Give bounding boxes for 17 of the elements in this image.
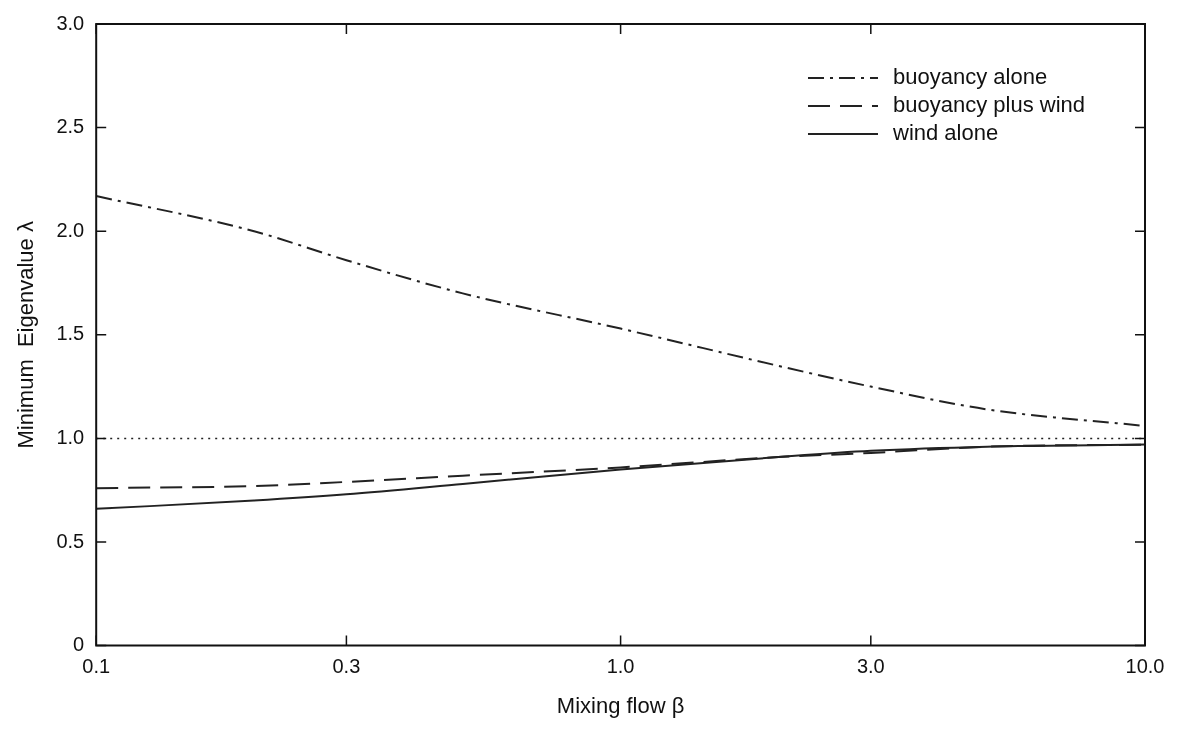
x-tick-label: 0.3 (332, 655, 361, 678)
x-tick-label: 0.1 (82, 655, 111, 678)
legend-label: wind alone (891, 120, 999, 146)
y-tick-label: 0.5 (56, 529, 85, 552)
legend-label: buoyancy alone (892, 64, 1048, 90)
y-tick-label: 1.0 (56, 425, 85, 448)
y-axis-title: Minimum Eigenvalue λ (13, 221, 39, 449)
x-tick-label: 10.0 (1125, 655, 1165, 678)
x-axis-title: Mixing flow β (556, 692, 685, 718)
y-tick-label: 1.5 (56, 322, 85, 345)
x-tick-label: 3.0 (856, 655, 885, 678)
y-tick-label: 2.5 (56, 115, 85, 138)
legend-label: buoyancy plus wind (892, 92, 1086, 118)
y-tick-label: 3.0 (56, 11, 85, 34)
y-tick-label: 2.0 (56, 218, 85, 241)
y-tick-label: 0 (73, 633, 85, 656)
x-tick-label: 1.0 (606, 655, 635, 678)
